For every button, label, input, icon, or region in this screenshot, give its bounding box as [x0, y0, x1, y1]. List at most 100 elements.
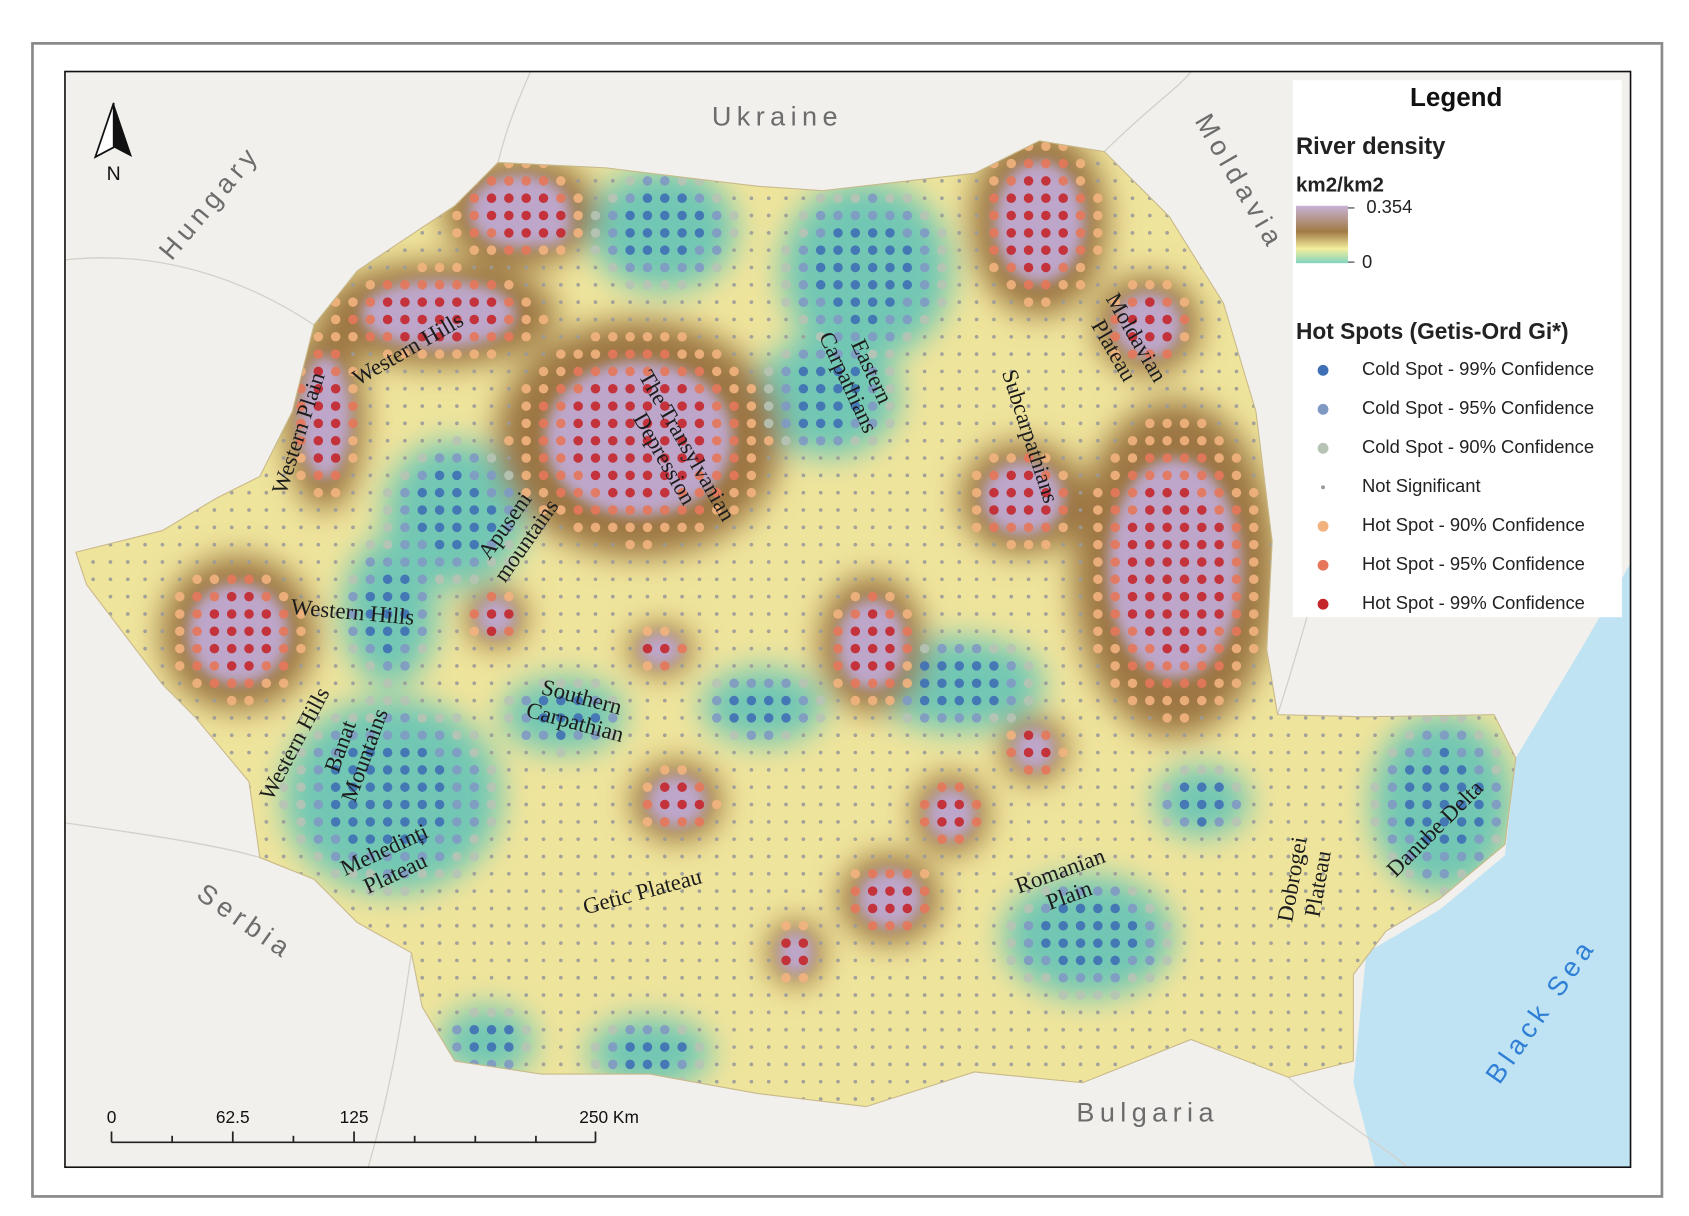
hotspot-dot: [417, 817, 428, 827]
hotspot-dot: [365, 609, 376, 619]
hotspot-dot: [1147, 231, 1152, 235]
hotspot-dot: [1179, 539, 1190, 550]
hotspot-dot: [593, 664, 598, 668]
hotspot-dot: [1321, 785, 1325, 790]
hotspot-dot: [1147, 265, 1152, 270]
hotspot-dot: [1145, 661, 1155, 671]
hotspot-dot: [452, 280, 462, 290]
hotspot-dot: [662, 681, 667, 686]
hotspot-dot: [192, 661, 202, 671]
hotspot-dot: [680, 854, 684, 859]
hotspot-dot: [541, 889, 546, 893]
hotspot-dot: [888, 733, 892, 738]
hotspot-dot: [382, 574, 393, 585]
hotspot-dot: [1197, 626, 1207, 637]
hotspot-dot: [732, 785, 736, 790]
hotspot-dot: [801, 871, 806, 876]
hotspot-dot: [489, 438, 494, 443]
hotspot-dot: [818, 490, 823, 495]
hotspot-dot: [1075, 176, 1086, 186]
hotspot-dot: [195, 542, 199, 547]
hotspot-dot: [1286, 819, 1291, 824]
hotspot-dot: [680, 698, 684, 703]
hotspot-dot: [818, 1079, 823, 1084]
hotspot-dot: [1234, 352, 1239, 356]
hotspot-dot: [160, 577, 165, 582]
legend-unit: km2/km2: [1296, 174, 1384, 197]
hotspot-dot: [905, 490, 910, 495]
hotspot-dot: [974, 1027, 979, 1032]
hotspot-dot: [1456, 765, 1467, 775]
hotspot-dot: [1179, 782, 1190, 792]
hotspot-dot: [801, 612, 806, 616]
hotspot-dot: [524, 906, 529, 911]
hotspot-dot: [815, 401, 826, 411]
hotspot-dot: [1231, 591, 1242, 602]
hotspot-dot: [1269, 889, 1273, 893]
hotspot-dot: [732, 525, 736, 530]
hotspot-dot: [1286, 768, 1291, 772]
hotspot-dot: [749, 993, 754, 997]
hotspot-dot: [313, 765, 324, 775]
hotspot-dot: [1023, 522, 1034, 533]
hotspot-dot: [452, 314, 462, 325]
hotspot-dot: [593, 993, 598, 997]
hotspot-dot: [541, 871, 546, 876]
hotspot-dot: [1006, 955, 1016, 966]
hotspot-dot: [732, 300, 736, 304]
hotspot-dot: [403, 265, 407, 270]
hotspot-dot: [642, 383, 653, 394]
hotspot-dot: [922, 629, 927, 634]
hotspot-dot: [333, 508, 338, 512]
hotspot-dot: [697, 542, 702, 547]
hotspot-dot: [902, 643, 913, 654]
hotspot-dot: [694, 366, 705, 377]
hotspot-dot: [1179, 765, 1190, 775]
hotspot-dot: [989, 695, 999, 706]
hotspot-dot: [261, 609, 272, 619]
hotspot-dot: [1075, 158, 1086, 169]
hotspot-dot: [833, 418, 843, 429]
hotspot-dot: [1214, 487, 1224, 498]
hotspot-dot: [608, 505, 618, 515]
hotspot-dot: [714, 1079, 719, 1084]
hotspot-dot: [732, 196, 736, 201]
hotspot-dot: [625, 1024, 635, 1035]
hotspot-dot: [576, 1062, 580, 1067]
hotspot-dot: [593, 629, 598, 634]
hotspot-dot: [1338, 1010, 1343, 1015]
hotspot-dot: [420, 906, 425, 911]
hotspot-dot: [403, 386, 407, 391]
hotspot-dot: [593, 941, 598, 945]
hotspot-dot: [593, 300, 598, 304]
hotspot-dot: [1130, 369, 1135, 374]
hotspot-dot: [469, 487, 479, 498]
hotspot-dot: [469, 297, 479, 307]
hotspot-dot: [417, 765, 428, 775]
hotspot-dot: [434, 262, 445, 273]
hotspot-dot: [902, 921, 913, 931]
hotspot-dot: [1110, 661, 1120, 671]
hotspot-dot: [818, 802, 823, 807]
hotspot-dot: [680, 629, 684, 634]
hotspot-dot: [1234, 404, 1239, 408]
hotspot-dot: [867, 245, 878, 255]
hotspot-dot: [660, 1059, 670, 1070]
hotspot-dot: [504, 1042, 514, 1052]
hotspot-dot: [1439, 869, 1450, 879]
hotspot-dot: [91, 577, 95, 582]
hotspot-dot: [922, 733, 927, 738]
hotspot-dot: [1058, 470, 1068, 481]
hotspot-dot: [472, 698, 477, 703]
hotspot-dot: [853, 923, 858, 928]
hotspot-dot: [278, 799, 289, 810]
hotspot-dot: [781, 972, 791, 983]
hotspot-dot: [1006, 470, 1016, 481]
hotspot-dot: [836, 785, 840, 790]
hotspot-dot: [833, 262, 843, 273]
hotspot-dot: [143, 629, 147, 634]
hotspot-dot: [212, 525, 217, 530]
hotspot-dot: [1179, 557, 1190, 567]
hotspot-dot: [992, 1062, 996, 1067]
hotspot-dot: [729, 487, 739, 498]
